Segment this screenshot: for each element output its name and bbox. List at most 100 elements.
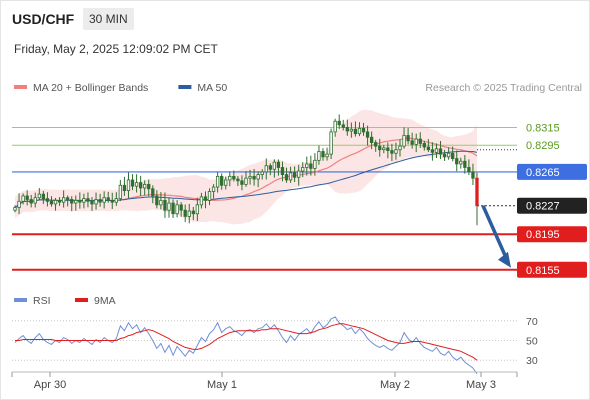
timestamp-label: Friday, May 2, 2025 12:09:02 PM CET (14, 42, 218, 56)
candle-body (305, 163, 309, 168)
candle-body (130, 179, 135, 187)
candle-body (90, 200, 94, 205)
candle-body (341, 124, 345, 128)
candle-body (361, 127, 366, 133)
candle-body (240, 180, 244, 185)
candle-body (434, 148, 439, 153)
candle-body (422, 143, 426, 148)
candle-body (248, 175, 252, 179)
candle-body (386, 147, 390, 151)
candle-body (272, 161, 277, 170)
candle-body (276, 161, 281, 168)
candle-body (292, 172, 297, 178)
legend-label-1: MA 20 + Bollinger Bands (33, 82, 148, 94)
candle-body (70, 199, 74, 204)
candle-body (66, 197, 70, 200)
legend-label-2: MA 50 (197, 82, 227, 94)
candle-body (459, 160, 463, 165)
candle-body (365, 131, 370, 138)
candle-body (333, 120, 337, 133)
candle-body (260, 171, 264, 175)
x-axis: Apr 30 May 1 May 2 May 3 (11, 371, 518, 391)
candle-body (378, 145, 382, 151)
main-legend: MA 20 + Bollinger Bands MA 50 (14, 82, 227, 94)
candle-body (138, 182, 143, 189)
candle-body (21, 195, 25, 202)
candle-body (228, 175, 232, 181)
candle-body (357, 127, 362, 135)
candle-body (94, 199, 98, 205)
candle-body (337, 120, 341, 126)
support-tag-6 (517, 261, 587, 278)
candle-body (268, 165, 272, 170)
candle-body (74, 199, 78, 204)
symbol-label: USD/CHF (12, 11, 75, 27)
candle-body (37, 193, 41, 199)
rsi-legend-label-2: 9MA (94, 295, 116, 307)
candle-body (78, 199, 82, 203)
candle-body (232, 175, 236, 180)
watermark-text: Research © 2025 Trading Central (425, 82, 582, 94)
bollinger-bands (15, 109, 477, 225)
candle-body (374, 142, 378, 147)
legend-swatch-1 (14, 85, 27, 89)
candle-body (126, 179, 131, 192)
candle-body (114, 198, 118, 203)
last-price-tag (517, 197, 587, 214)
candle-body (438, 148, 443, 155)
rsi-tick-50: 50 (526, 336, 538, 348)
candle-body (134, 182, 139, 187)
candles (13, 114, 479, 226)
candle-body (394, 149, 398, 154)
resistance-label-2: 0.8295 (526, 140, 560, 152)
candle-body (167, 202, 171, 211)
rsi-legend-swatch-2 (75, 298, 88, 302)
rsi-legend-label-1: RSI (33, 295, 51, 307)
candle-body (406, 135, 410, 142)
candle-body (57, 199, 62, 203)
candle-body (280, 167, 285, 175)
support-label-6: 0.8155 (526, 265, 560, 277)
candle-body (369, 136, 374, 143)
support-tag-5 (517, 226, 587, 243)
candle-body (446, 152, 451, 158)
candle-body (252, 175, 256, 180)
pivot-label: 0.8265 (526, 167, 560, 179)
candle-body (98, 199, 102, 203)
candle-body (33, 197, 37, 204)
candle-body (317, 151, 321, 161)
candle-body (313, 159, 317, 169)
candle-body (203, 196, 208, 201)
candle-body (49, 200, 54, 205)
candle-body (118, 184, 123, 200)
candle-body (398, 145, 402, 151)
rsi-legend: RSI 9MA (14, 295, 116, 307)
candle-body (211, 186, 216, 192)
candle-body (86, 198, 90, 202)
x-tick-label-4: May 3 (466, 379, 496, 391)
candle-body (110, 199, 114, 203)
candle-body (256, 174, 260, 180)
candle-body (284, 174, 289, 181)
bollinger-band-area (15, 109, 477, 225)
candle-body (297, 170, 301, 178)
candle-body (402, 135, 406, 147)
x-tick-label-2: May 1 (207, 379, 237, 391)
timeframe-button[interactable]: 30 MIN (83, 8, 134, 30)
candle-body (29, 199, 33, 204)
arrow-shaft (481, 205, 509, 261)
forecast-arrow (481, 205, 511, 268)
candle-body (418, 138, 422, 144)
candle-body (191, 210, 195, 215)
candle-body (467, 167, 471, 173)
candle-body (159, 199, 163, 206)
candle-body (61, 197, 66, 203)
candle-body (171, 202, 175, 215)
candle-body (410, 140, 414, 145)
candle-body (195, 204, 200, 215)
candle-body (187, 210, 191, 217)
candle-body (183, 209, 187, 217)
candle-body (106, 197, 110, 201)
